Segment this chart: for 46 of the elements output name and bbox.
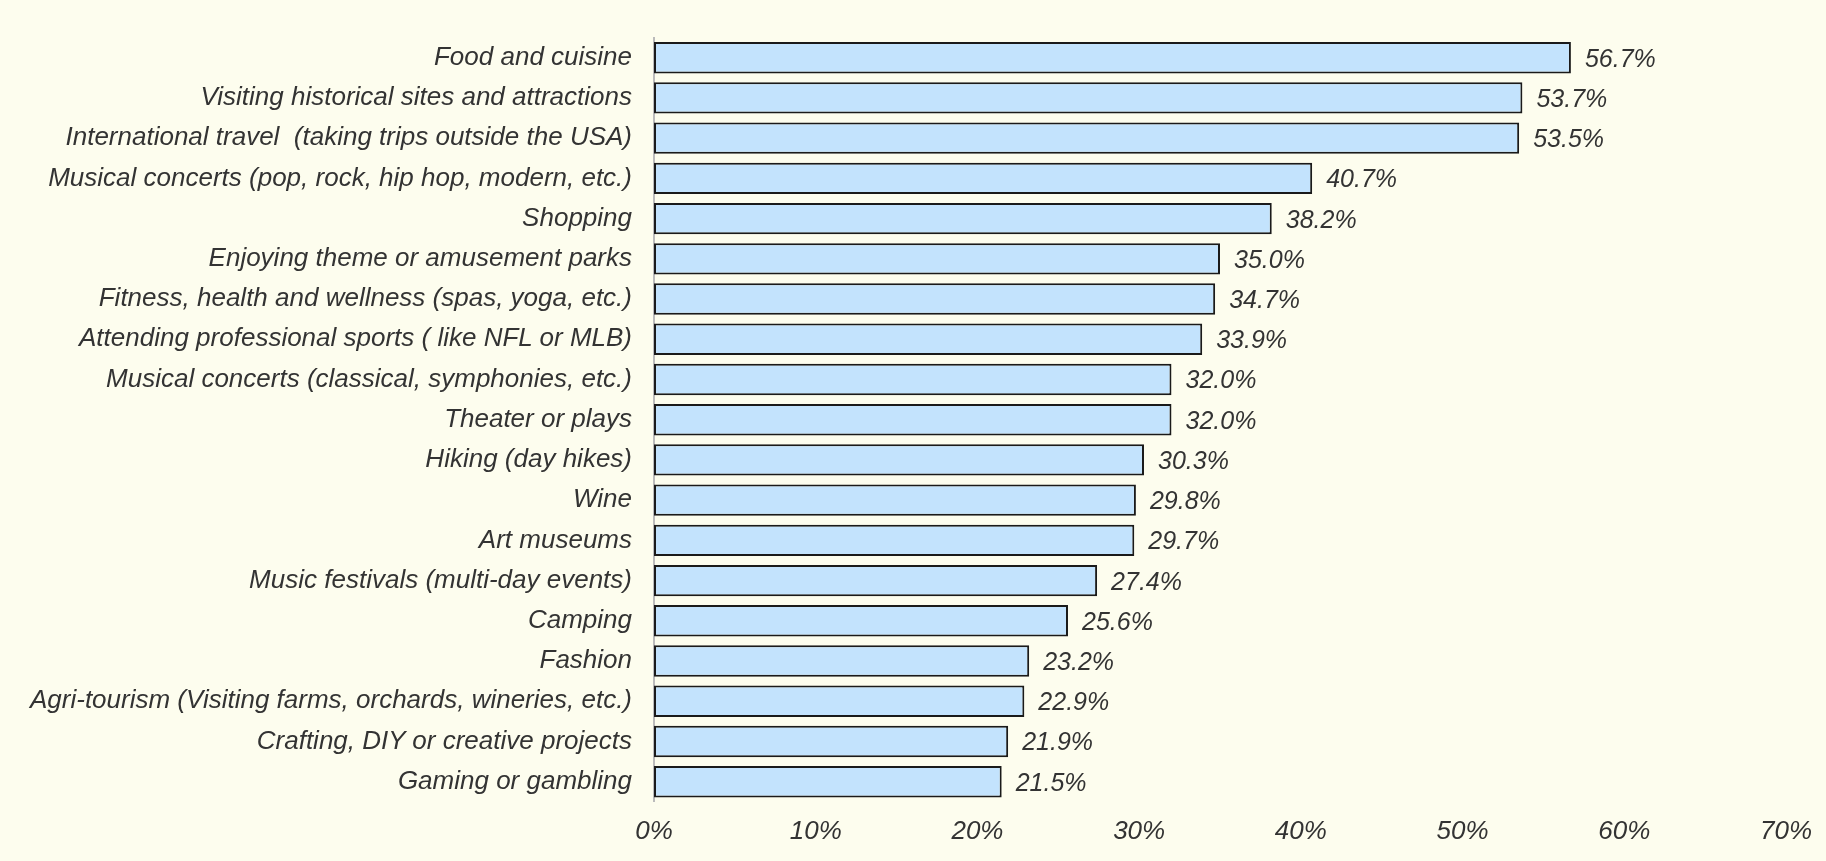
x-tick-label: 50% (1436, 814, 1489, 845)
x-tick-label: 40% (1274, 814, 1327, 845)
y-tick-label: Art museums (476, 523, 633, 554)
data-label: 38.2% (1285, 204, 1357, 233)
x-tick-label: 10% (789, 814, 842, 845)
x-tick-label: 70% (1759, 814, 1812, 845)
data-label: 32.0% (1185, 405, 1257, 434)
x-tick-label: 60% (1598, 814, 1651, 845)
data-label: 29.8% (1148, 486, 1221, 515)
y-tick-label: Wine (573, 483, 633, 514)
data-label: 56.7% (1584, 43, 1656, 72)
data-label: 34.7% (1229, 284, 1301, 313)
data-label: 53.7% (1536, 83, 1608, 112)
y-tick-label: Theater or plays (444, 402, 633, 433)
data-label: 21.9% (1021, 727, 1094, 756)
y-tick-label: Food and cuisine (433, 40, 633, 71)
data-label: 29.7% (1147, 526, 1220, 555)
y-tick-label: Visiting historical sites and attractions (200, 81, 633, 112)
x-tick-label: 30% (1113, 814, 1166, 845)
x-tick-label: 0% (635, 814, 673, 845)
y-tick-label: Musical concerts (classical, symphonies, etc.) (106, 362, 633, 393)
data-label: 22.9% (1037, 687, 1110, 716)
y-tick-label: Enjoying theme or amusement parks (208, 242, 633, 273)
data-label: 27.4% (1110, 566, 1182, 595)
data-label: 25.6% (1080, 606, 1153, 635)
y-tick-label: Fashion (539, 644, 633, 675)
y-tick-label: Shopping (522, 201, 633, 232)
x-tick-label: 20% (950, 814, 1004, 845)
y-tick-label: Hiking (day hikes) (425, 443, 633, 474)
y-tick-label: Musical concerts (pop, rock, hip hop, modern, etc.) (48, 161, 633, 192)
data-label: 32.0% (1185, 365, 1257, 394)
y-tick-label: International travel (taking trips outside the USA) (65, 121, 633, 152)
y-tick-label: Music festivals (multi-day events) (249, 563, 633, 594)
data-label: 40.7% (1326, 164, 1398, 193)
data-label: 23.2% (1042, 646, 1115, 675)
data-label: 53.5% (1533, 124, 1605, 153)
data-label: 30.3% (1157, 445, 1229, 474)
y-tick-label: Agri-tourism (Visiting farms, orchards, wineries, etc.) (28, 684, 633, 715)
y-tick-label: Fitness, health and wellness (spas, yoga, etc.) (98, 282, 633, 313)
y-tick-label: Camping (527, 604, 633, 635)
data-label: 21.5% (1014, 767, 1087, 796)
y-tick-label: Attending professional sports ( like NFL or MLB) (77, 322, 633, 353)
data-label: 33.9% (1216, 325, 1288, 354)
data-label: 35.0% (1234, 244, 1305, 273)
y-tick-label: Gaming or gambling (397, 764, 633, 795)
y-tick-label: Crafting, DIY or creative projects (256, 724, 633, 755)
